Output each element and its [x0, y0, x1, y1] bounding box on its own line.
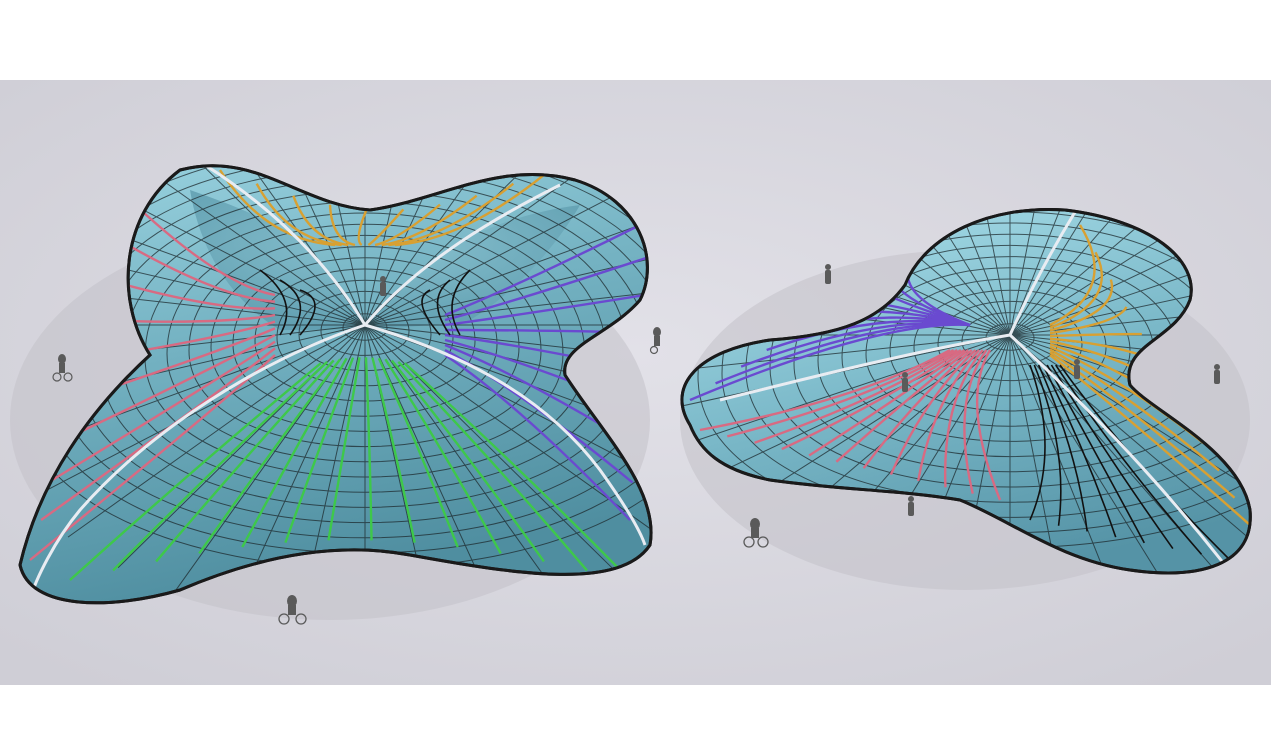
cyclist [743, 518, 769, 548]
pedestrian [825, 264, 831, 284]
pedestrian [902, 372, 908, 392]
cyclist [649, 327, 661, 355]
figures [52, 264, 1220, 625]
pedestrian [1074, 359, 1080, 379]
cyclist [278, 595, 307, 625]
pedestrian [1214, 364, 1220, 384]
four-lobed-gridshell [18, 164, 653, 605]
cyclist [52, 354, 73, 382]
pedestrian [908, 496, 914, 516]
pedestrian [380, 276, 386, 296]
